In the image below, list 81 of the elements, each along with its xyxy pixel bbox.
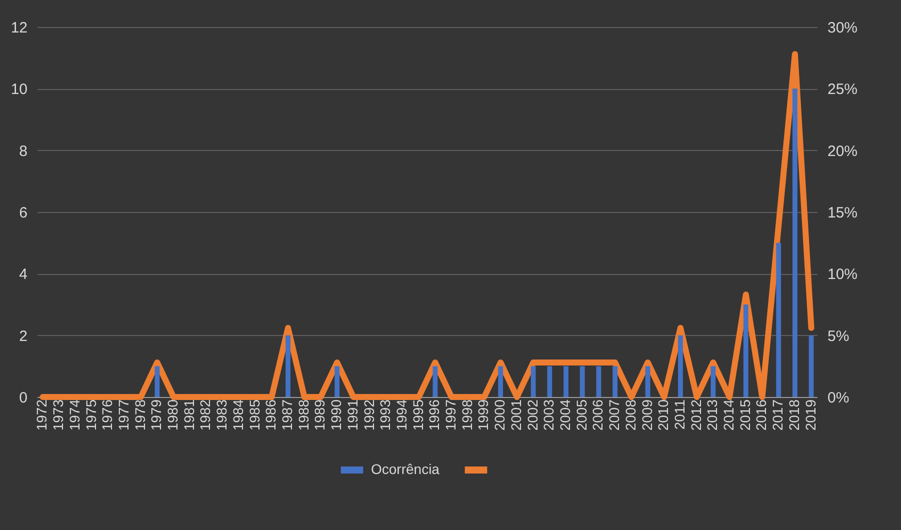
y2-tick-label: 25% [828,81,858,98]
x-tick-label: 1998 [458,399,475,431]
x-tick-label: 2007 [606,399,622,431]
bar [612,366,618,397]
x-tick-label: 2011 [671,399,688,430]
x-tick-label: 1976 [99,399,116,431]
bar [776,242,782,397]
x-tick-label: 1973 [50,399,66,431]
x-tick-label: 1996 [426,399,442,431]
bar [678,335,683,397]
x-tick-label: 2003 [540,399,557,431]
x-tick-label: 1981 [180,399,197,431]
x-tick-label: 2008 [622,399,638,431]
bar [547,366,552,397]
x-tick-label: 1995 [410,399,426,431]
x-tick-label: 1991 [344,399,360,431]
bar [530,366,536,397]
x-tick-label: 1994 [393,399,410,431]
bar [334,366,340,397]
bar [743,304,748,397]
x-tick-label: 1978 [132,399,148,431]
bar [498,366,504,397]
x-tick-label: 2010 [655,399,672,431]
y2-tick-label: 20% [828,142,858,160]
bar [564,366,568,397]
x-tick-label: 2004 [556,399,573,431]
y-tick-label: 8 [19,142,28,160]
y2-tick-label: 5% [828,328,850,345]
x-tick-label: 2006 [590,399,606,431]
x-tick-label: 2001 [508,399,524,431]
x-tick-label: 2016 [753,399,770,431]
bar [792,88,798,397]
x-tick-label: 1977 [115,399,132,431]
x-tick-label: 1987 [279,399,296,431]
x-tick-label: 2012 [688,399,704,431]
x-tick-label: 2005 [573,399,590,431]
x-tick-label: 1990 [328,399,344,431]
x-tick-label: 2018 [786,399,802,431]
bar [432,366,438,397]
x-tick-label: 1986 [262,399,279,431]
y2-tick-label: 15% [828,204,858,222]
y-tick-label: 6 [19,204,28,222]
y-tick-label: 10 [10,81,28,98]
x-tick-label: 1972 [34,399,50,431]
x-tick-label: 2014 [720,399,737,431]
y2-tick-label: 30% [828,20,858,36]
x-tick-label: 1993 [377,399,394,431]
x-tick-label: 1999 [475,399,492,431]
y-tick-label: 0 [19,390,28,406]
bar [808,335,814,397]
bar [645,366,650,397]
x-tick-label: 1983 [214,399,230,431]
x-tick-label: 1980 [164,399,181,431]
bar [710,366,716,397]
bar [154,366,160,397]
x-tick-label: 1979 [148,399,164,431]
x-tick-label: 1992 [360,399,377,431]
y2-tick-label: 0% [828,390,850,406]
x-tick-label: 2017 [770,399,786,431]
x-tick-label: 1985 [246,399,262,431]
y2-tick-label: 10% [828,266,858,284]
bar [596,366,602,397]
y-tick-label: 2 [19,328,28,345]
x-tick-label: 1989 [312,399,328,431]
x-tick-label: 2019 [802,399,818,431]
legend-label: Ocorrência [371,461,440,477]
bar [580,366,585,397]
x-tick-label: 1997 [442,399,459,431]
y-tick-label: 12 [10,20,28,36]
x-tick-label: 1974 [66,399,82,431]
x-tick-label: 1988 [295,399,312,431]
x-tick-label: 2015 [736,399,753,431]
x-tick-label: 1975 [82,399,99,431]
x-tick-label: 2013 [704,399,720,431]
x-tick-label: 2009 [638,399,655,431]
x-tick-label: 2000 [492,399,508,431]
x-tick-label: 1982 [197,399,214,431]
x-tick-label: 2002 [524,399,540,431]
x-tick-label: 1984 [230,399,246,431]
y-tick-label: 4 [19,266,28,284]
bar [286,335,290,397]
